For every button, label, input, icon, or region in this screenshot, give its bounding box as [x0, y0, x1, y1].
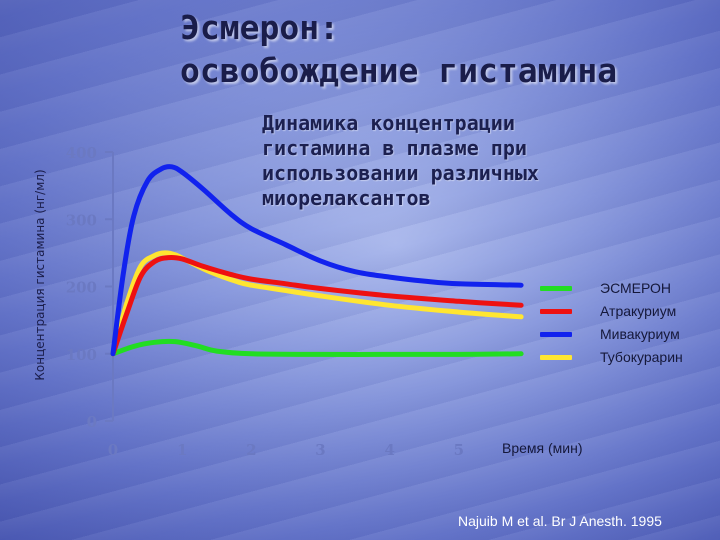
slide-title: Эсмерон: освобождение гистамина: [180, 6, 700, 92]
legend-swatch-esmeron: [540, 286, 572, 291]
legend-item-tubocurarine: Тубокурарин: [540, 347, 715, 370]
x-tick-label: 5: [454, 441, 464, 459]
subtitle-line-4: миорелаксантов: [262, 186, 431, 210]
title-line-2: освобождение гистамина: [180, 51, 618, 90]
y-tick-label: 0: [87, 413, 97, 431]
x-tick-label: 3: [315, 441, 325, 459]
x-axis-label: Время (мин): [502, 440, 583, 456]
subtitle-line-2: гистамина в плазме при: [262, 136, 527, 160]
subtitle-line-1: Динамика концентрации: [262, 111, 515, 135]
y-tick-label: 100: [66, 346, 97, 364]
subtitle-line-3: использовании различных: [262, 161, 539, 185]
legend-swatch-tubocurarine: [540, 355, 572, 360]
x-tick-label: 1: [177, 441, 187, 459]
legend-item-atracurium: Атракуриум: [540, 301, 715, 324]
legend-label-atracurium: Атракуриум: [600, 303, 677, 319]
series-line: [110, 338, 524, 357]
x-tick-label: 4: [384, 441, 394, 459]
y-tick-label: 300: [66, 211, 97, 229]
series-line: [110, 164, 524, 357]
legend-label-mivacurium: Мивакуриум: [600, 326, 680, 342]
source-citation: Najuib M et al. Br J Anesth. 1995: [458, 513, 662, 529]
y-tick-label: 200: [66, 279, 97, 297]
chart-subtitle: Динамика концентрации гистамина в плазме…: [262, 111, 662, 211]
legend-swatch-mivacurium: [540, 332, 572, 337]
series-line: [110, 254, 524, 357]
y-axis-label-text: Концентрация гистамина (нг/мл): [33, 169, 47, 381]
x-tick-label: 2: [246, 441, 256, 459]
legend-label-esmeron: ЭСМЕРОН: [600, 280, 672, 296]
series-line: [110, 250, 524, 357]
legend-item-esmeron: ЭСМЕРОН: [540, 278, 715, 301]
legend-swatch-atracurium: [540, 309, 572, 314]
legend-label-tubocurarine: Тубокурарин: [600, 349, 683, 365]
legend-item-mivacurium: Мивакуриум: [540, 324, 715, 347]
x-tick-label: 0: [108, 441, 118, 459]
chart-legend: ЭСМЕРОН Атракуриум Мивакуриум Тубокурари…: [540, 278, 715, 370]
y-tick-label: 400: [66, 144, 97, 162]
title-line-1: Эсмерон:: [180, 8, 339, 47]
